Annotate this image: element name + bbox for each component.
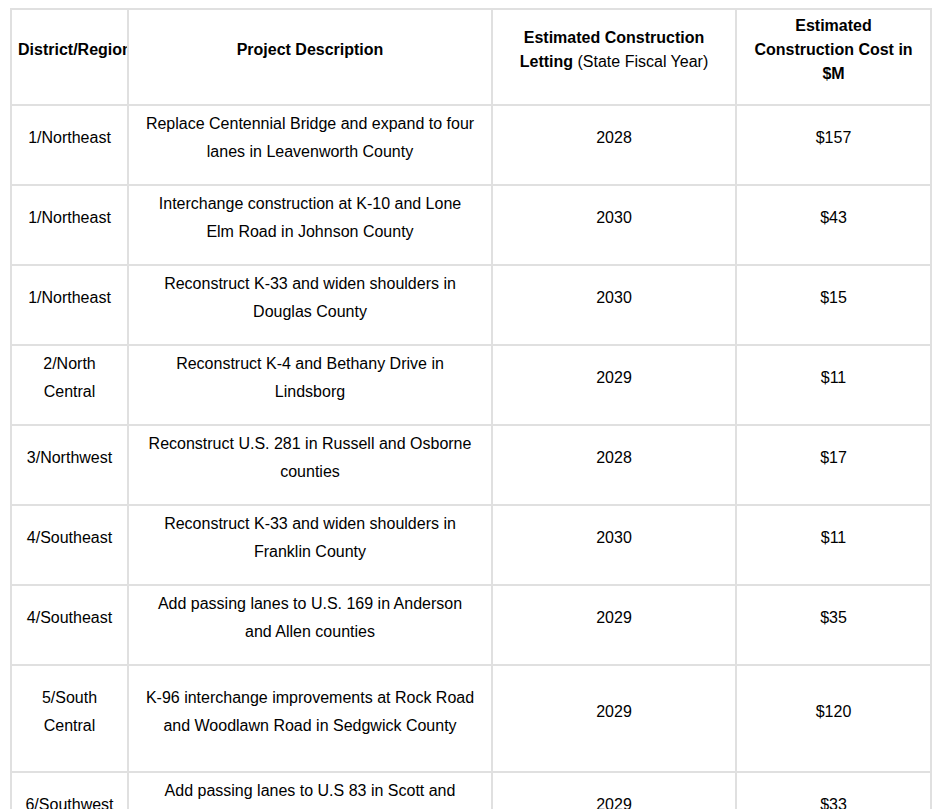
cost-cell: $120	[736, 665, 931, 772]
district-cell: 6/Southwest	[11, 772, 128, 809]
letting-year-cell: 2028	[492, 105, 736, 185]
letting-year-cell: 2029	[492, 772, 736, 809]
letting-year-cell: 2028	[492, 425, 736, 505]
header-row: District/Region Project Description Esti…	[11, 9, 931, 105]
district-cell: 4/Southeast	[11, 505, 128, 585]
cost-cell: $33	[736, 772, 931, 809]
table-row: 5/South Central K-96 interchange improve…	[11, 665, 931, 772]
description-cell: Reconstruct K-33 and widen shoulders in …	[128, 505, 492, 585]
district-cell: 4/Southeast	[11, 585, 128, 665]
cost-cell: $43	[736, 185, 931, 265]
cost-cell: $11	[736, 505, 931, 585]
description-cell: Add passing lanes to U.S 83 in Scott and…	[128, 772, 492, 809]
description-cell: Interchange construction at K-10 and Lon…	[128, 185, 492, 265]
cost-cell: $157	[736, 105, 931, 185]
projects-table: District/Region Project Description Esti…	[10, 8, 932, 809]
district-cell: 1/Northeast	[11, 265, 128, 345]
table-row: 4/Southeast Reconstruct K-33 and widen s…	[11, 505, 931, 585]
table-row: 1/Northeast Replace Centennial Bridge an…	[11, 105, 931, 185]
district-cell: 2/North Central	[11, 345, 128, 425]
table-row: 4/Southeast Add passing lanes to U.S. 16…	[11, 585, 931, 665]
header-district-region: District/Region	[11, 9, 128, 105]
description-cell: Reconstruct K-33 and widen shoulders in …	[128, 265, 492, 345]
district-cell: 5/South Central	[11, 665, 128, 772]
header-letting-fiscal-year-note: (State Fiscal Year)	[578, 53, 709, 70]
description-cell: Replace Centennial Bridge and expand to …	[128, 105, 492, 185]
document-page: District/Region Project Description Esti…	[0, 0, 939, 809]
header-estimated-cost: Estimated Construction Cost in $M	[736, 9, 931, 105]
district-cell: 3/Northwest	[11, 425, 128, 505]
letting-year-cell: 2029	[492, 585, 736, 665]
letting-year-cell: 2029	[492, 345, 736, 425]
table-row: 6/Southwest Add passing lanes to U.S 83 …	[11, 772, 931, 809]
district-cell: 1/Northeast	[11, 185, 128, 265]
header-estimated-construction-letting: Estimated Construction Letting (State Fi…	[492, 9, 736, 105]
table-row: 3/Northwest Reconstruct U.S. 281 in Russ…	[11, 425, 931, 505]
cost-cell: $17	[736, 425, 931, 505]
description-cell: Add passing lanes to U.S. 169 in Anderso…	[128, 585, 492, 665]
description-cell: Reconstruct K-4 and Bethany Drive in Lin…	[128, 345, 492, 425]
cost-cell: $15	[736, 265, 931, 345]
cost-cell: $35	[736, 585, 931, 665]
table-row: 1/Northeast Interchange construction at …	[11, 185, 931, 265]
table-row: 2/North Central Reconstruct K-4 and Beth…	[11, 345, 931, 425]
letting-year-cell: 2030	[492, 185, 736, 265]
district-cell: 1/Northeast	[11, 105, 128, 185]
header-project-description: Project Description	[128, 9, 492, 105]
letting-year-cell: 2030	[492, 505, 736, 585]
description-cell: Reconstruct U.S. 281 in Russell and Osbo…	[128, 425, 492, 505]
letting-year-cell: 2029	[492, 665, 736, 772]
letting-year-cell: 2030	[492, 265, 736, 345]
cost-cell: $11	[736, 345, 931, 425]
table-row: 1/Northeast Reconstruct K-33 and widen s…	[11, 265, 931, 345]
description-cell: K-96 interchange improvements at Rock Ro…	[128, 665, 492, 772]
